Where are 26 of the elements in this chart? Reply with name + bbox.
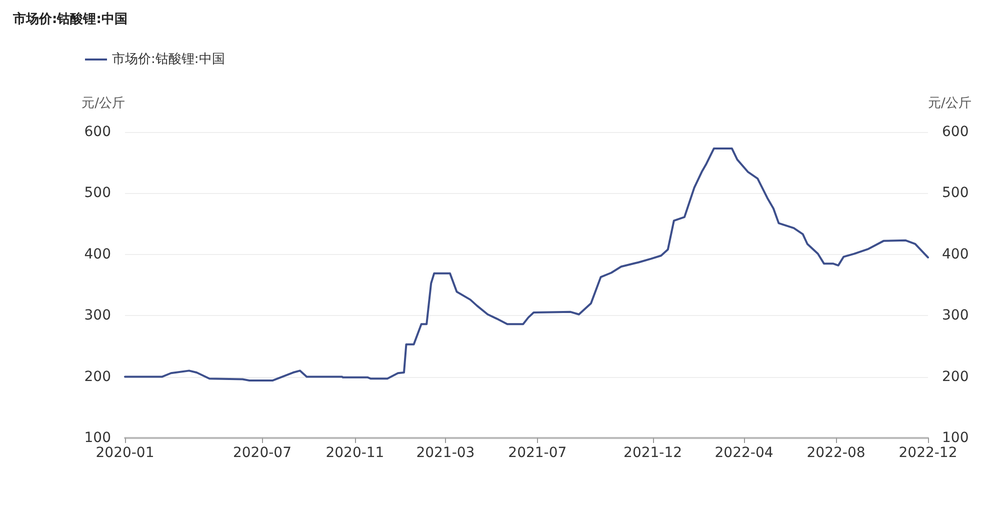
x-tick-label: 2022-08 [806,445,866,461]
line-series [124,148,929,382]
legend-label: 市场价:钴酸锂:中国 [112,52,225,67]
y-tick-label: 600 [84,124,111,140]
x-tick-label: 2021-07 [508,445,567,461]
y2-tick-label: 100 [942,430,969,446]
y2-axis-title: 元/公斤 [928,96,972,111]
x-tick-label: 2020-07 [232,445,292,461]
y-tick-label: 400 [84,246,111,262]
x-tick-label: 2021-12 [624,445,682,461]
y-tick-label: 500 [84,185,111,202]
x-tick-label: 2022-12 [898,445,958,461]
x-tick-label: 2020-11 [326,445,384,461]
x-tick-label: 2020-01 [96,445,154,461]
y-tick-label: 100 [84,430,111,446]
y2-tick-label: 600 [942,124,969,140]
x-tick-label: 2021-03 [416,445,475,461]
y-tick-label: 300 [84,308,111,324]
y2-tick-label: 300 [942,308,969,324]
chart-title: 市场价:钴酸锂:中国 [12,11,128,27]
y2-tick-label: 500 [942,185,969,202]
y2-tick-label: 200 [942,368,969,385]
y-axis-title: 元/公斤 [82,96,125,111]
y-tick-label: 200 [84,368,111,385]
y2-tick-label: 400 [942,246,969,262]
x-tick-label: 2022-04 [714,445,774,461]
